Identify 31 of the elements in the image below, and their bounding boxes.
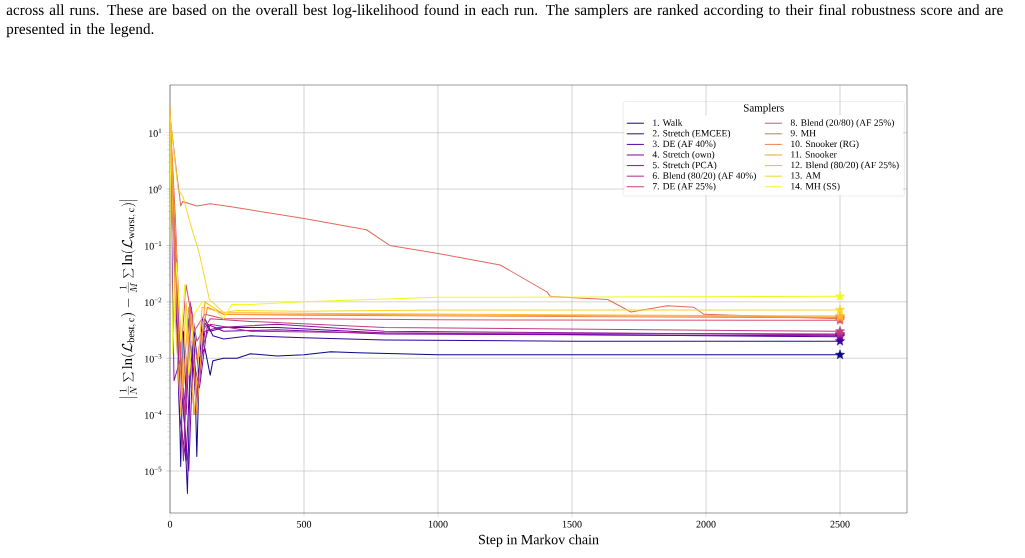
x-tick-label: 1500 (562, 520, 582, 528)
legend-label: 7. DE (AF 25%) (653, 182, 716, 192)
legend-label: 14. MH (SS) (791, 182, 840, 192)
x-tick-label: 500 (297, 520, 312, 528)
x-tick-label: 2500 (830, 520, 850, 528)
y-tick-label: 10$^{−1}$ (145, 241, 162, 250)
legend-label: 11. Snooker (791, 150, 837, 158)
legend-label: 1. Walk (653, 119, 683, 126)
y-axis-title: $\left|\frac{1}{N}\sum\ln(\mathcal{L}_{\mathrm{best,\,c}})-\frac{1}{M}\sum\ln(\mathcal{L}_{\mathrm{worst,\,c}})\right|$ (119, 199, 138, 399)
legend-label: 2. Stretch (EMCEE) (652, 129, 731, 139)
legend-label: 5. Stretch (PCA) (652, 161, 717, 171)
legend-label: 6. Blend (80/20) (AF 40%) (652, 172, 756, 181)
x-tick-label: 0 (167, 520, 173, 528)
legend-label: 12. Blend (80/20) (AF 25%) (791, 161, 899, 171)
y-tick-label: 10$^{1}$ (149, 128, 162, 137)
y-tick-label: 10$^{0}$ (149, 184, 162, 194)
x-tick-label: 2000 (696, 520, 716, 528)
legend-label: 13. AM (791, 172, 821, 179)
legend-title: Samplers (743, 103, 784, 114)
y-tick-label: 10$^{−2}$ (145, 297, 162, 307)
x-tick-label: 1000 (428, 520, 448, 528)
legend-label: 4. Stretch (own) (652, 150, 715, 160)
legend-label: 3. DE (AF 40%) (652, 140, 716, 149)
x-axis-title: Step in Markov chain (478, 534, 599, 548)
legend-label: 10. Snooker (RG) (791, 140, 859, 149)
text: across all runs. These are based on the overall best log-likelihood found in each run. The samplers are ranked according to their final robustness score and are presented in the legend. (6, 4, 1003, 38)
legend-label: 9. MH (790, 129, 816, 137)
legend-label: 8. Blend (20/80) (AF 25%) (790, 119, 894, 128)
y-tick-label: 10$^{−4}$ (145, 410, 162, 419)
y-tick-label: 10$^{−5}$ (145, 466, 162, 476)
y-tick-label: 10$^{−3}$ (145, 354, 162, 363)
